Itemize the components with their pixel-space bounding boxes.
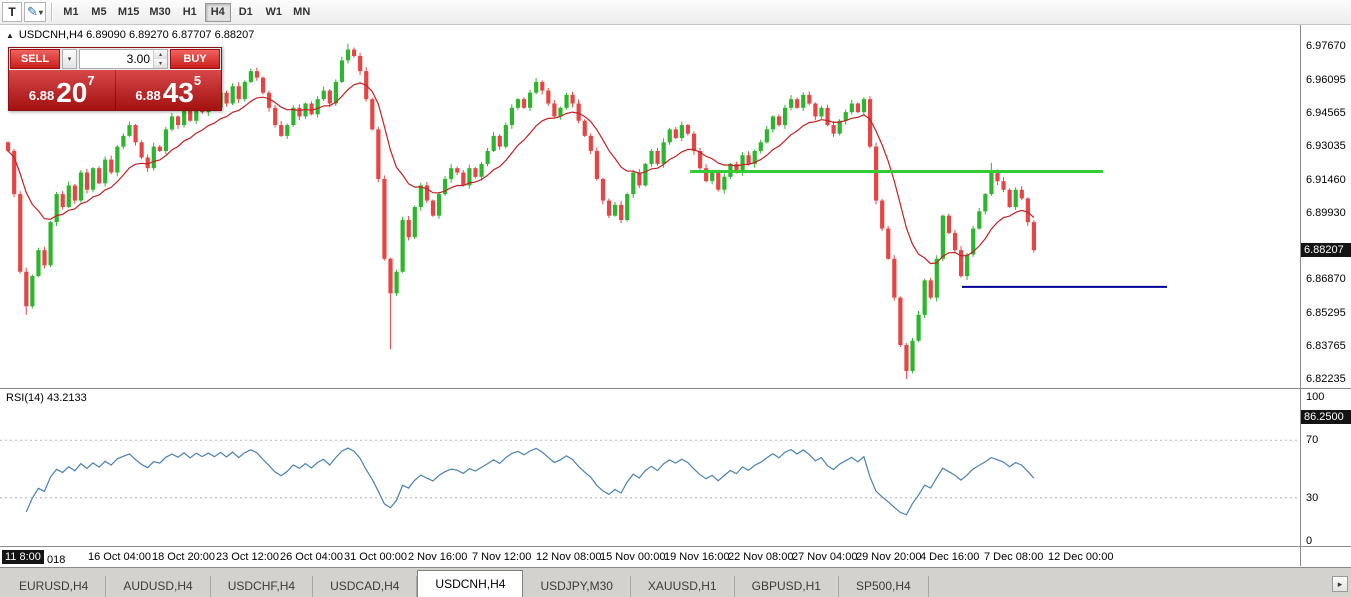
time-tick-label: 27 Nov 04:00 [792, 551, 858, 563]
rsi-label: RSI(14) 43.2133 [6, 392, 87, 404]
price-tick-label: 6.96095 [1306, 73, 1346, 86]
time-axis: 11 8:00 018 16 Oct 04:00 18 Oct 20:00 23 O… [0, 547, 1351, 567]
timeframe-h4-button[interactable]: H4 [204, 2, 231, 22]
rsi-tick-label: 0 [1306, 535, 1313, 547]
toolbar-separator [50, 3, 53, 21]
time-tick-label: 18 Oct 20:00 [152, 551, 215, 563]
bid-price-main: 20 [56, 77, 88, 108]
main-chart-canvas[interactable] [0, 25, 1351, 567]
time-tick-label: 31 Oct 00:00 [344, 551, 407, 563]
chart-tab-audusd[interactable]: AUDUSD,H4 [106, 576, 211, 597]
current-price-marker: 6.88207 [1301, 243, 1351, 258]
time-axis-separator [0, 546, 1351, 547]
price-tick-label: 6.94565 [1306, 106, 1346, 119]
price-tick-label: 6.85295 [1306, 306, 1346, 319]
timeframe-h1-button[interactable]: H1 [177, 3, 203, 22]
time-tick-label: 23 Oct 12:00 [216, 551, 279, 563]
chart-title: ▲ USDCNH,H4 6.89090 6.89270 6.87707 6.88… [6, 29, 254, 41]
triangle-up-icon: ▲ [6, 30, 14, 40]
timeframe-m15-button[interactable]: M15 [114, 3, 143, 22]
ask-price-main: 43 [162, 77, 194, 108]
bid-price-pip: 7 [87, 73, 95, 88]
timeframe-m1-button[interactable]: M1 [58, 3, 84, 22]
buy-button[interactable]: BUY [170, 49, 220, 69]
timeframe-mn-button[interactable]: MN [289, 3, 315, 22]
price-tick-label: 6.97670 [1306, 39, 1346, 52]
rsi-level-marker: 86.2500 [1301, 409, 1351, 424]
volume-input[interactable] [80, 50, 153, 68]
bid-price-prefix: 6.88 [28, 88, 55, 103]
chart-title-text: USDCNH,H4 6.89090 6.89270 6.87707 6.8820… [18, 29, 255, 41]
chevron-down-icon: ▾ [67, 56, 72, 63]
price-tick-label: 6.91460 [1306, 173, 1346, 186]
ask-price[interactable]: 6.88 43 5 [116, 70, 222, 110]
rsi-tick-label: 30 [1306, 491, 1319, 504]
time-tick-label: 2 Nov 16:00 [408, 551, 468, 563]
chart-tab-sp500[interactable]: SP500,H4 [839, 576, 929, 597]
ask-price-pip: 5 [193, 73, 202, 88]
toolbar: T ✎ ▾ M1 M5 M15 M30 H1 H4 D1 W1 MN [0, 0, 1351, 25]
rsi-tick-label: 70 [1306, 434, 1319, 447]
volume-increase-button[interactable]: ▴ [154, 50, 167, 59]
price-tick-label: 6.83765 [1306, 339, 1346, 352]
timeframe-group: M1 M5 M15 M30 H1 H4 D1 W1 MN [57, 2, 316, 22]
ask-price-prefix: 6.88 [135, 88, 161, 103]
one-click-trading-panel: SELL ▾ ▴ ▾ BUY 6.88 20 7 [8, 47, 222, 111]
time-tick-label: 12 Nov 08:00 [536, 551, 602, 563]
price-tick-label: 6.93035 [1306, 139, 1346, 152]
time-tick-label: 22 Nov 08:00 [728, 551, 794, 563]
chart-tabs: EURUSD,H4 AUDUSD,H4 USDCHF,H4 USDCAD,H4 USDC… [2, 568, 929, 597]
pencil-icon: ✎ [27, 4, 38, 19]
time-tick-label: 29 Nov 20:00 [856, 551, 922, 563]
bid-ask-row: 6.88 20 7 6.88 43 5 [9, 70, 221, 110]
volume-decrease-button[interactable]: ▾ [154, 59, 167, 68]
draw-tool-button[interactable]: ✎ ▾ [24, 2, 46, 22]
rsi-tick-label: 100 [1306, 391, 1325, 403]
chart-tab-xauusd[interactable]: XAUUSD,H1 [631, 576, 735, 597]
time-marker-suffix: 018 [47, 554, 66, 566]
time-marker: 11 8:00 [2, 550, 44, 564]
chevron-down-icon: ▾ [38, 7, 43, 17]
chart-tab-bar: EURUSD,H4 AUDUSD,H4 USDCHF,H4 USDCAD,H4 USDC… [0, 567, 1351, 597]
time-tick-label: 4 Dec 16:00 [920, 551, 980, 563]
time-tick-label: 7 Dec 08:00 [984, 551, 1044, 563]
sell-button[interactable]: SELL [10, 49, 60, 69]
chart-tab-usdcnh[interactable]: USDCNH,H4 [417, 570, 524, 597]
chart-tab-usdchf[interactable]: USDCHF,H4 [211, 576, 314, 597]
bid-price[interactable]: 6.88 20 7 [9, 70, 116, 110]
volume-stepper: ▴ ▾ [153, 50, 167, 68]
trade-options-button[interactable]: ▾ [62, 49, 77, 69]
panel-splitter[interactable] [0, 388, 1351, 389]
chart-tab-gbpusd[interactable]: GBPUSD,H1 [735, 576, 839, 597]
time-tick-label: 7 Nov 12:00 [472, 551, 532, 563]
trade-controls-row: SELL ▾ ▴ ▾ BUY [9, 48, 221, 70]
time-tick-label: 16 Oct 04:00 [88, 551, 151, 563]
price-tick-label: 6.82235 [1306, 372, 1346, 385]
time-tick-label: 26 Oct 04:00 [280, 551, 343, 563]
price-axis-separator [1300, 25, 1301, 566]
price-tick-label: 6.86870 [1306, 272, 1346, 285]
timeframe-d1-button[interactable]: D1 [233, 3, 259, 22]
tab-scroll-right-button[interactable]: ▸ [1332, 576, 1348, 592]
time-tick-label: 12 Dec 00:00 [1048, 551, 1114, 563]
time-tick-label: 19 Nov 16:00 [664, 551, 730, 563]
timeframe-m30-button[interactable]: M30 [145, 3, 174, 22]
timeframe-w1-button[interactable]: W1 [261, 3, 287, 22]
chart-tab-usdjpy[interactable]: USDJPY,M30 [523, 576, 631, 597]
text-tool-button[interactable]: T [2, 2, 22, 22]
chart-tab-eurusd[interactable]: EURUSD,H4 [2, 576, 107, 597]
time-tick-label: 15 Nov 00:00 [600, 551, 666, 563]
chart-window: ▲ USDCNH,H4 6.89090 6.89270 6.87707 6.88… [0, 25, 1351, 567]
chart-tab-usdcad[interactable]: USDCAD,H4 [313, 576, 418, 597]
timeframe-m5-button[interactable]: M5 [86, 3, 112, 22]
volume-field: ▴ ▾ [79, 49, 168, 69]
price-tick-label: 6.89930 [1306, 206, 1346, 219]
